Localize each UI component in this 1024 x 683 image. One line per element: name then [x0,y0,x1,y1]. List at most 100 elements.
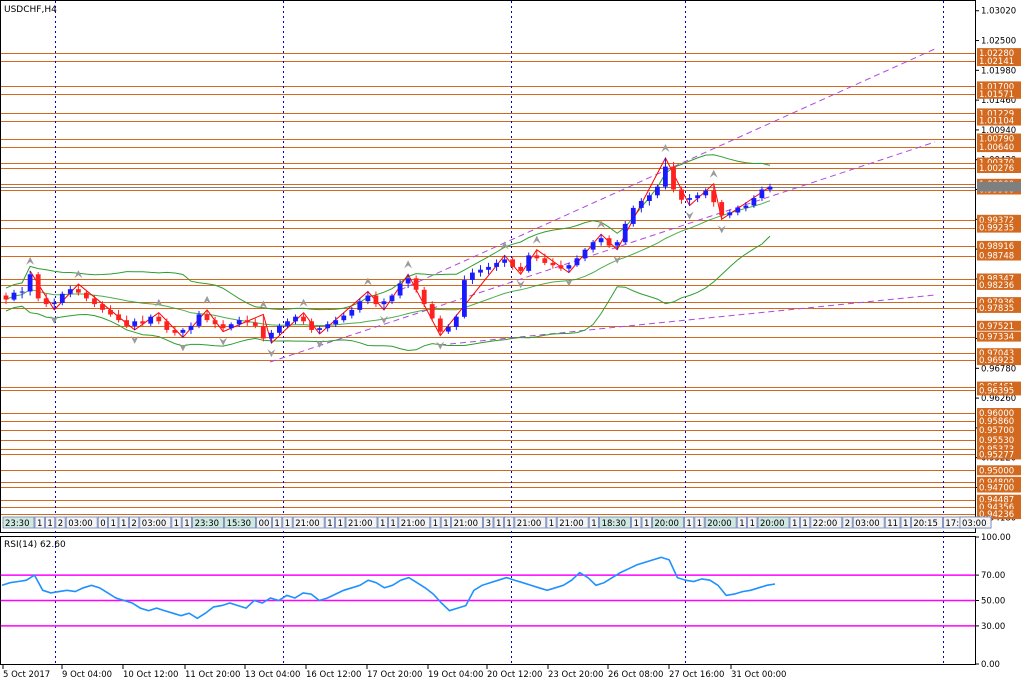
time-strip-button[interactable]: 1 [747,516,758,529]
time-strip-button-bg [842,516,853,529]
level-tag-text: 1.01104 [979,117,1014,127]
bollinger-middle [5,200,771,327]
time-strip-button[interactable]: 23:30 [192,516,225,529]
time-strip-button[interactable]: 1 [171,516,182,529]
time-strip-button[interactable]: 1 [493,516,504,529]
time-strip-button[interactable]: 0 [97,516,108,529]
time-strip-button[interactable]: 1 [546,516,557,529]
time-strip-button[interactable]: 00 [256,516,272,529]
time-strip-button[interactable]: 21:00 [345,516,378,529]
time-strip-button-label: 23:30 [5,519,30,529]
time-strip-button[interactable]: 23:30 [2,516,35,529]
level-price-tag: 0.96923 [977,355,1021,366]
time-strip-button[interactable]: 21:00 [556,516,589,529]
bull-candle [582,247,588,262]
bull-candle [687,194,692,206]
time-strip-button[interactable]: 21:00 [292,516,325,529]
candle-body [518,266,524,271]
time-strip-button[interactable]: 1 [181,516,192,529]
time-strip-button[interactable]: 3 [483,516,494,529]
fractal-down-arrow [50,315,59,324]
bull-candle [759,186,765,201]
time-strip-button[interactable]: 03:00 [65,516,98,529]
time-strip-button[interactable]: 21:00 [398,516,431,529]
time-strip-button-label: 1 [634,519,639,529]
time-strip-button[interactable]: 1 [800,516,811,529]
time-strip-button[interactable]: 1 [282,516,293,529]
time-strip-button[interactable]: 18:30 [599,516,631,529]
time-strip-button[interactable]: 22:00 [810,516,843,529]
bull-candle [27,270,33,296]
time-strip-button[interactable]: 2 [55,516,66,529]
time-strip-button-bg [128,516,140,529]
time-strip-button[interactable]: 1 [45,516,56,529]
time-strip-button[interactable]: 03:00 [852,516,885,529]
bull-candle [614,239,620,250]
time-strip-button-label: 1 [390,519,395,529]
candle-body [252,322,258,326]
time-strip-button[interactable]: 20:00 [704,516,737,529]
time-strip-button-label: 03:00 [142,519,167,529]
candle-body [27,274,33,292]
time-strip-button[interactable]: 2 [128,516,140,529]
time-strip-button-label: 00 [259,519,270,529]
time-strip-button[interactable]: 20:00 [757,516,790,529]
time-strip-button[interactable]: 21:00 [514,516,547,529]
time-strip-button[interactable]: 1 [641,516,652,529]
time-strip-button[interactable]: 1 [377,516,388,529]
rsi-tick-label: 70.00 [981,571,1005,581]
time-strip-button[interactable]: 1 [108,516,119,529]
time-strip-button[interactable]: 1 [736,516,748,529]
time-strip-button[interactable]: 2 [842,516,853,529]
time-strip-button-bg [292,516,325,529]
time-strip-button-bg [108,516,119,529]
time-strip-button[interactable]: 1 [430,516,441,529]
level-tag-text: 0.98748 [979,252,1014,262]
level-tag-bg [977,279,1021,290]
trend-support-line [439,294,936,346]
level-tag-bg [977,416,1021,426]
candle-body [357,301,363,310]
time-strip-button-label: 1 [549,519,554,529]
time-strip-button[interactable]: 1 [631,516,642,529]
time-strip-button[interactable]: 1 [694,516,705,529]
bull-candle [180,328,186,338]
candle-body [148,316,154,324]
bear-candle [301,312,306,325]
time-strip-button[interactable]: 1 [118,516,129,529]
time-strip-button[interactable]: 1 [684,516,695,529]
time-strip-button[interactable]: 1 [440,516,452,529]
time-strip-button[interactable]: 1 [271,516,283,529]
level-tag-bg [977,222,1021,233]
time-strip-button[interactable]: 1 [335,516,346,529]
bull-candle [349,306,355,319]
time-strip-button-bg [55,516,66,529]
time-tick-label: 9 Oct 04:00 [62,670,112,680]
time-strip-button[interactable]: 15:30 [224,516,257,529]
time-strip-button[interactable]: 1 [789,516,800,529]
rsi-tick-label: 50.00 [981,597,1005,607]
candle-body [188,325,194,330]
candle-body [3,295,9,300]
time-strip-button[interactable]: 1 [588,516,600,529]
candle-body [743,205,749,208]
time-strip-button[interactable]: 1 [324,516,336,529]
time-strip-button[interactable]: 11 [884,516,901,529]
time-strip-button-label: 20:15 [913,519,938,529]
bear-candle [252,318,258,329]
time-strip-button[interactable]: 21:00 [451,516,484,529]
time-strip-button[interactable]: 1 [387,516,399,529]
time-strip-button[interactable]: 1 [503,516,515,529]
level-tag-text: 1.01229 [979,109,1014,119]
time-strip-button[interactable]: 03:00 [959,516,992,529]
level-tag-text: 0.99235 [979,224,1014,234]
bear-candle [43,293,49,307]
time-strip-button[interactable]: 03:00 [139,516,172,529]
time-strip-button[interactable]: 20:00 [652,516,684,529]
time-strip-button[interactable]: 20:15 [911,516,943,529]
level-tag-text: 0.99372 [979,216,1014,226]
time-strip-button[interactable]: 1 [34,516,45,529]
time-strip-button[interactable]: 1 [900,516,911,529]
